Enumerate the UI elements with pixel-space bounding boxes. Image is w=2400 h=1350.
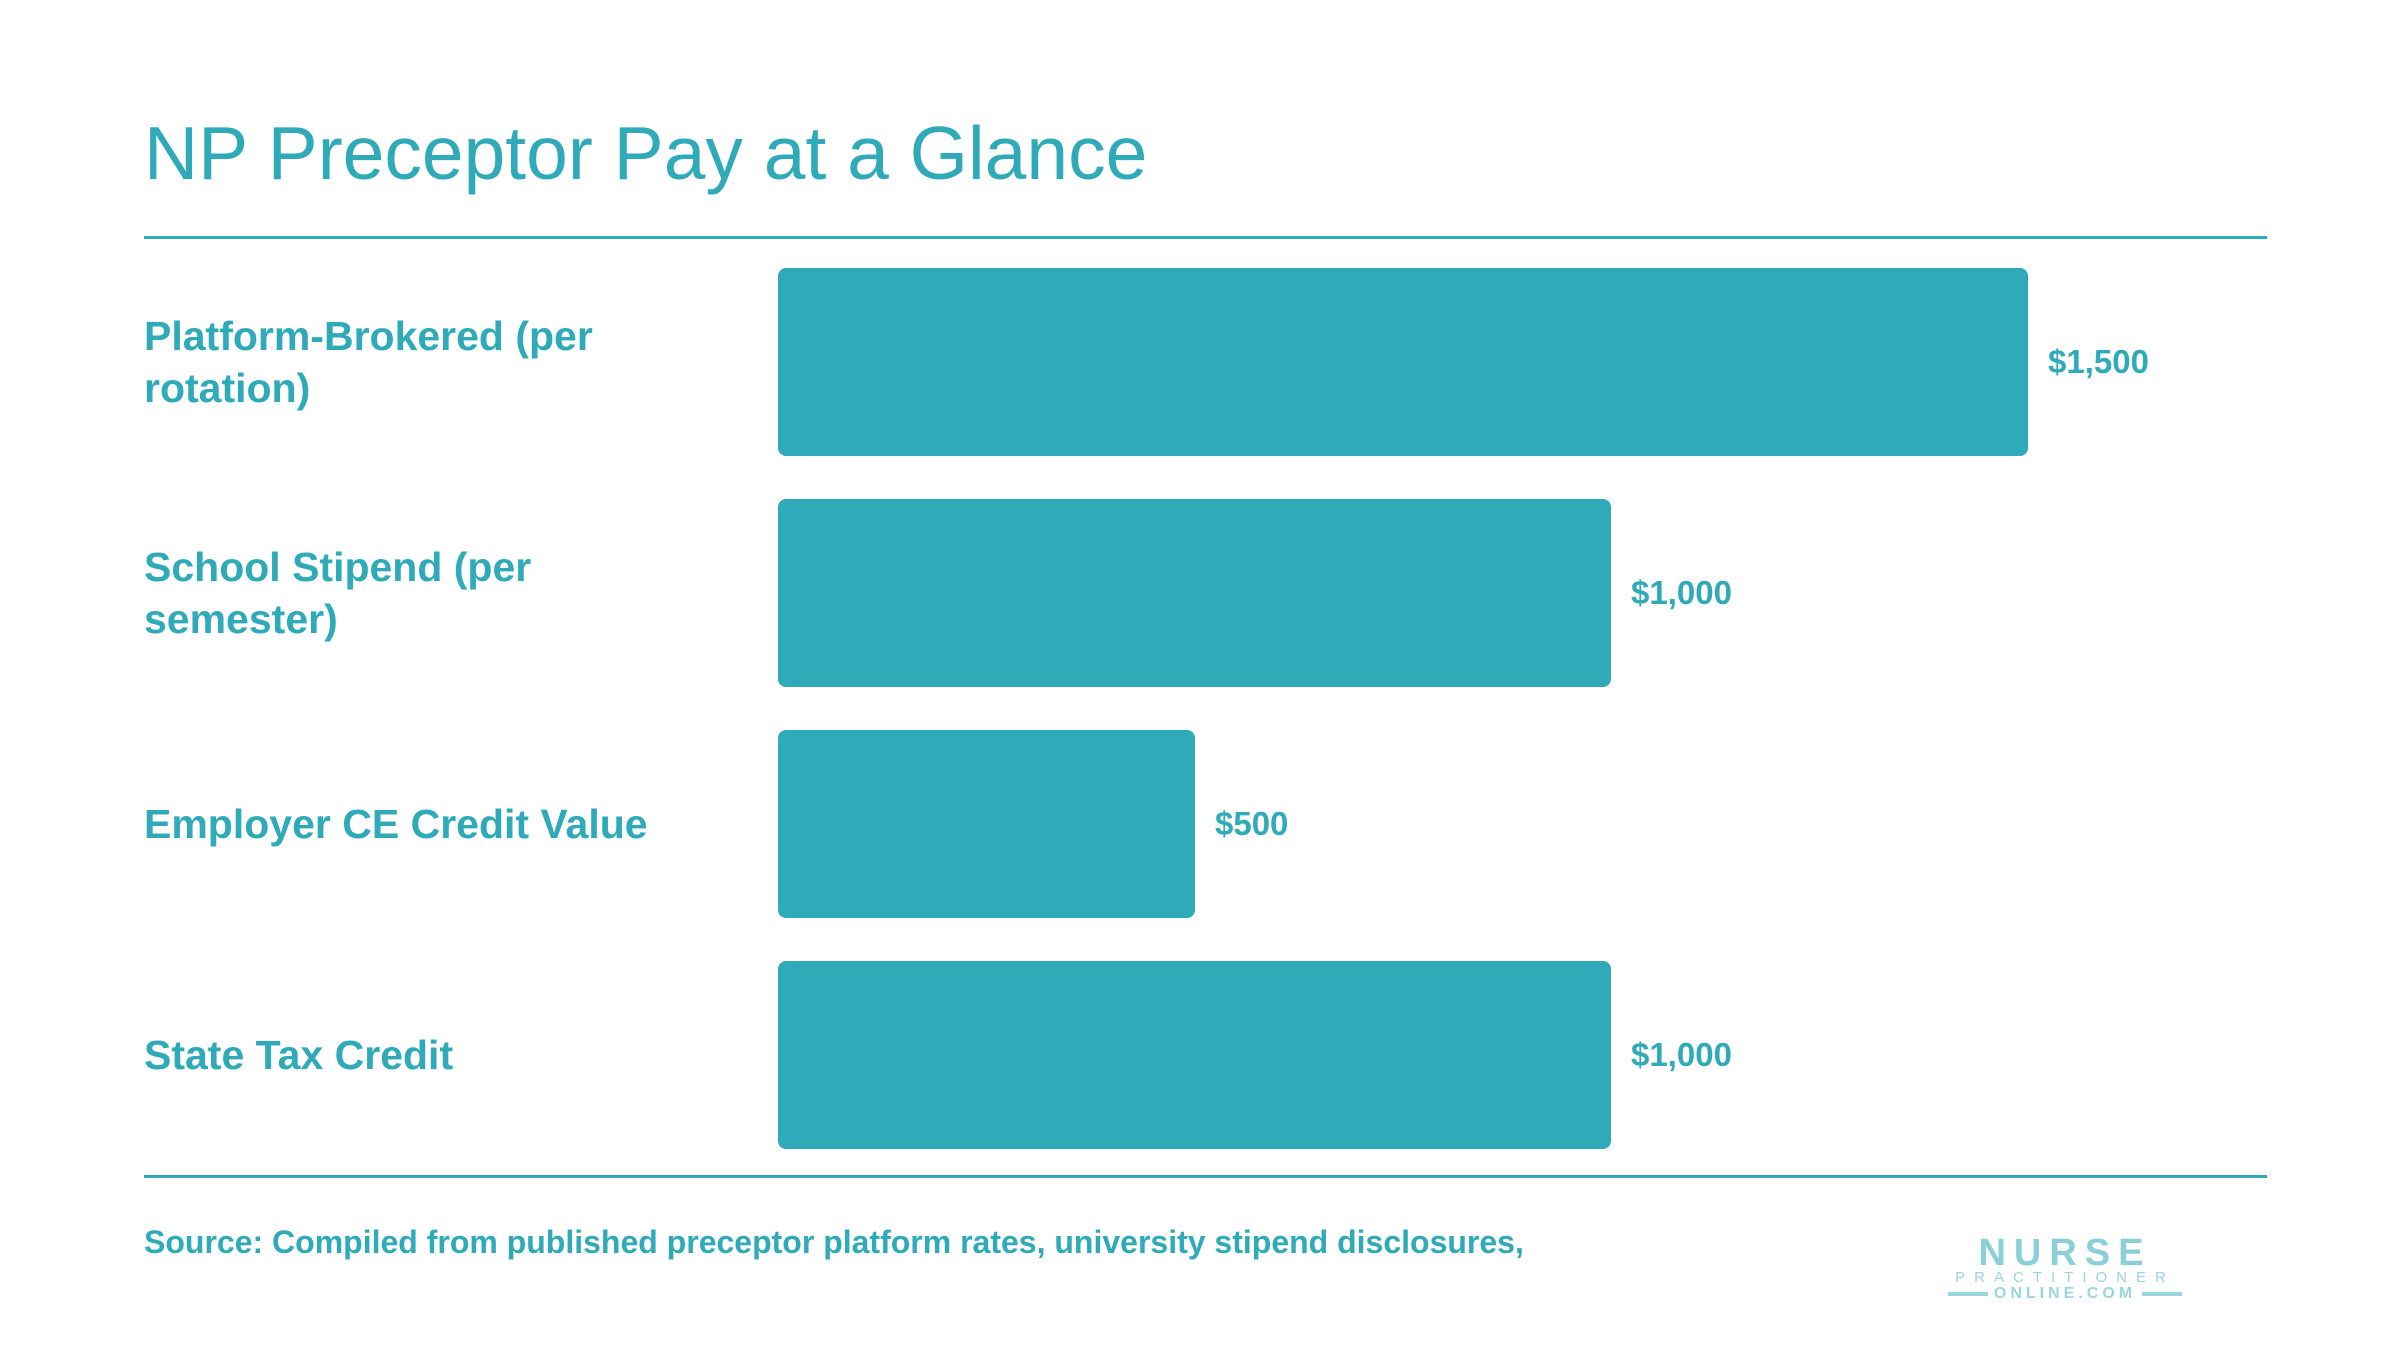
- logo-line-nurse: NURSE: [1978, 1232, 2152, 1274]
- source-note: Source: Compiled from published precepto…: [144, 1224, 1524, 1260]
- logo-line-online-row: ONLINE.COM: [1918, 1286, 2212, 1302]
- logo-dash-right: [2142, 1292, 2183, 1296]
- logo-line-online: ONLINE.COM: [1993, 1285, 2137, 1302]
- logo-dash-left: [1947, 1292, 1988, 1296]
- category-label: Employer CE Credit Value: [144, 801, 648, 847]
- top-divider: [144, 236, 2267, 239]
- nurse-practitioner-online-logo: NURSE PRACTITIONER ONLINE.COM: [1918, 1232, 2212, 1302]
- category-label: School Stipend (per semester): [144, 544, 532, 642]
- bar: [778, 499, 1611, 687]
- bar: [778, 268, 2028, 456]
- page-title: NP Preceptor Pay at a Glance: [144, 111, 1148, 195]
- value-label: $1,000: [1631, 574, 1732, 611]
- bar: [778, 730, 1195, 918]
- value-label: $1,000: [1631, 1036, 1732, 1073]
- value-label: $500: [1215, 805, 1289, 842]
- category-label: State Tax Credit: [144, 1032, 454, 1078]
- value-label: $1,500: [2048, 343, 2149, 380]
- category-label: Platform-Brokered (per rotation): [144, 313, 593, 411]
- bottom-divider: [144, 1175, 2267, 1178]
- logo-line-practitioner: PRACTITIONER: [1955, 1269, 2175, 1286]
- bar: [778, 961, 1611, 1149]
